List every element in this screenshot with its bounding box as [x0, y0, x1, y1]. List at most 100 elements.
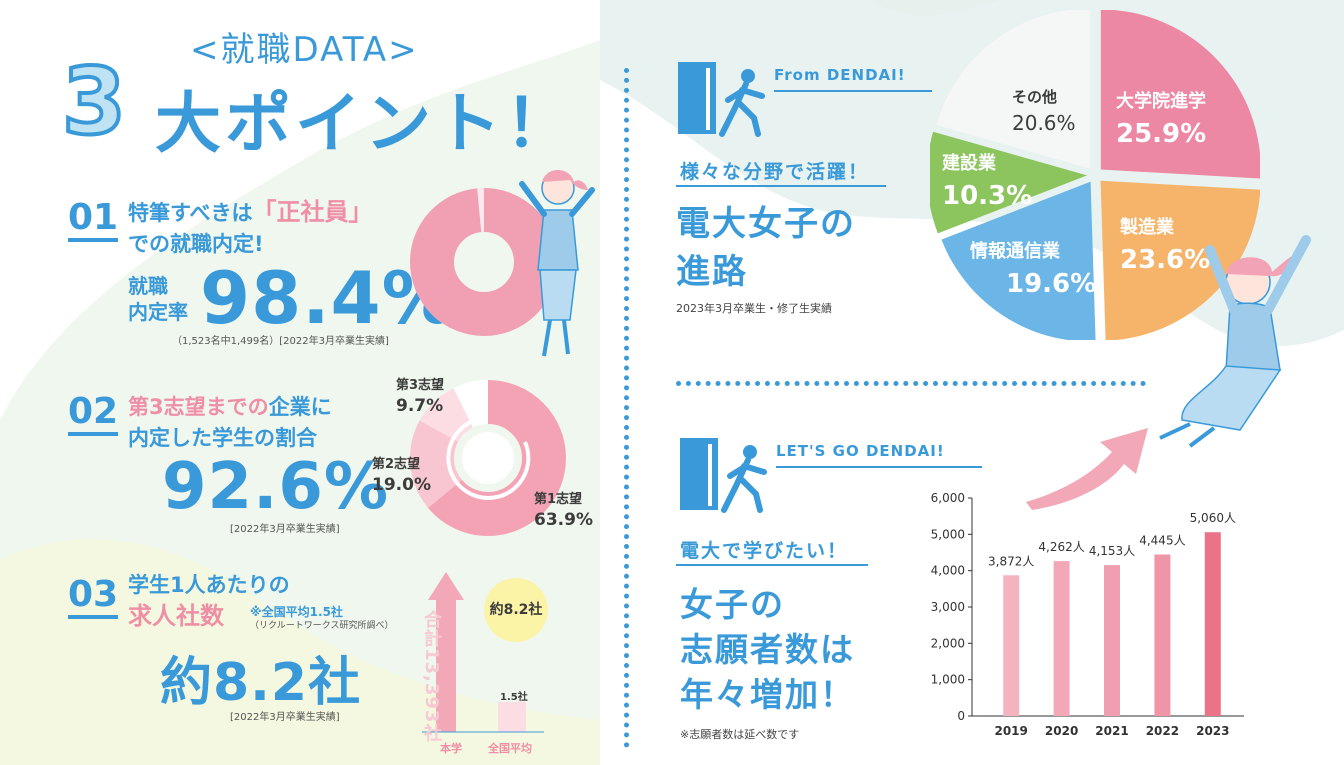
x-tick-label: 2022 — [1146, 724, 1179, 738]
point2-seg3-label: 第3志望 9.7% — [396, 376, 444, 418]
point2-seg1-label: 第1志望 63.9% — [534, 490, 593, 532]
header-number: 3 — [60, 48, 128, 155]
point3-national-bar — [498, 702, 526, 732]
bar-value-label: 5,060人 — [1190, 511, 1236, 525]
point2-line1-a: 第3志望までの — [128, 395, 269, 419]
bar-value-label: 4,153人 — [1089, 544, 1135, 558]
exit-door-icon — [678, 62, 765, 137]
point1-line1-b: 「正社員」 — [252, 198, 373, 226]
exit-door-icon-2 — [680, 438, 767, 513]
career-title1: 電大女子の — [676, 204, 856, 244]
point2-heading: 第3志望までの企業に 内定した学生の割合 — [128, 392, 332, 454]
x-tick-label: 2020 — [1045, 724, 1078, 738]
point2-value: 92.6% — [162, 450, 390, 524]
point2-seg2-label: 第2志望 19.0% — [372, 455, 431, 497]
growth-arrow-icon — [1026, 428, 1148, 510]
point3-bar-chart — [422, 572, 544, 733]
pie-label-1-name: 製造業 — [1120, 217, 1174, 238]
applicants-note: ※志願者数は延べ数です — [680, 728, 800, 741]
y-tick-label: 2,000 — [931, 636, 965, 650]
point1-donut — [410, 188, 558, 336]
applicants-tag: LET'S GO DENDAI! — [776, 442, 945, 460]
point2-note: [2022年3月卒業生実績] — [230, 524, 340, 535]
applicants-title1: 女子の — [680, 585, 785, 624]
x-tick-label: 2021 — [1095, 724, 1128, 738]
point2-line2: 内定した学生の割合 — [128, 426, 317, 450]
point3-value: 約8.2社 — [160, 653, 362, 713]
header-subtitle: <就職DATA> — [190, 30, 419, 70]
point2-seg1-name: 第1志望 — [534, 492, 583, 507]
y-tick-label: 5,000 — [931, 527, 965, 541]
pie-label-2: 情報通信業 19.6% — [970, 236, 1096, 303]
career-title: 電大女子の 進路 — [676, 200, 856, 296]
point2-seg2-name: 第2志望 — [372, 457, 421, 472]
x-tick-label: 2023 — [1196, 724, 1229, 738]
pie-slice-1 — [1100, 180, 1260, 340]
career-tag: From DENDAI! — [774, 66, 906, 84]
point3-arrow-bar — [428, 572, 464, 732]
pie-slice-4 — [936, 10, 1091, 169]
point2-donut-segment-1 — [410, 380, 566, 536]
pie-label-3-name: 建設業 — [942, 153, 996, 174]
point3-line1: 学生1人あたりの — [128, 573, 290, 597]
career-speech: 様々な分野で活躍！ — [680, 161, 870, 183]
point3-total: 合計13,393社 — [421, 610, 442, 743]
point3-small-bar-label: 1.5社 — [500, 692, 528, 703]
point1-note: （1,523名中1,499名）[2022年3月卒業生実績] — [172, 336, 389, 347]
point1-label: 就職 内定率 — [128, 273, 188, 325]
career-title2: 進路 — [676, 252, 748, 292]
point2-seg1-value: 63.9% — [534, 510, 593, 530]
x-tick-label: 2019 — [994, 724, 1027, 738]
pie-label-3-value: 10.3% — [942, 181, 1033, 211]
pie-label-1-value: 23.6% — [1120, 245, 1211, 275]
career-note: 2023年3月卒業生・修了生実績 — [676, 302, 832, 315]
applicants-title: 女子の 志願者数は 年々増加！ — [680, 582, 855, 717]
woman-illustration-1 — [519, 170, 595, 357]
point2-donut-segment-2 — [410, 380, 566, 536]
point3-note-a: ※全国平均1.5社 — [250, 605, 343, 619]
bar-2021 — [1104, 565, 1120, 716]
y-tick-label: 0 — [957, 709, 965, 723]
point2-seg3-name: 第3志望 — [396, 378, 445, 393]
point1-label1: 就職 — [128, 274, 168, 298]
woman-illustration-2 — [1159, 235, 1311, 448]
pie-label-2-value: 19.6% — [1006, 269, 1097, 299]
point3-heading: 学生1人あたりの 求人社数 — [128, 570, 290, 633]
point1-line2: での就職内定! — [128, 232, 264, 256]
bar-value-label: 4,262人 — [1038, 540, 1084, 554]
pie-label-1: 製造業 23.6% — [1120, 212, 1210, 279]
applicants-speech-line — [676, 564, 868, 566]
point3-bubble: 約8.2社 — [484, 578, 548, 642]
applicants-speech: 電大で学びたい！ — [680, 540, 849, 562]
bar-2019 — [1003, 575, 1020, 716]
pie-slice-3 — [930, 131, 1088, 234]
y-tick-label: 6,000 — [931, 491, 965, 505]
point2-line1-b: 企業に — [268, 395, 332, 419]
bar-2023 — [1204, 532, 1221, 716]
point3-number: 03 — [68, 575, 119, 619]
point3-xlabel-1: 全国平均 — [488, 742, 532, 755]
point3-note: [2022年3月卒業生実績] — [230, 712, 340, 723]
point2-donut — [410, 380, 566, 536]
point1-line1-a: 特筆すべきは — [128, 201, 253, 225]
point1-heading: 特筆すべきは「正社員」 での就職内定! — [128, 197, 373, 260]
point1-number: 01 — [68, 198, 119, 242]
applicants-title2: 志願者数は — [680, 630, 855, 669]
point1-label2: 内定率 — [128, 300, 188, 324]
applicants-tag-line — [776, 466, 982, 468]
career-pie-chart — [930, 10, 1260, 340]
pie-label-4-value: 20.6% — [1012, 111, 1076, 135]
pie-slice-2 — [941, 181, 1096, 340]
point3-line2: 求人社数 — [128, 602, 224, 630]
point2-seg3-value: 9.7% — [396, 396, 444, 416]
bar-value-label: 4,445人 — [1139, 534, 1185, 548]
point3-note-b: （リクルートワークス研究所調べ） — [250, 621, 394, 631]
applicants-bar-chart: 0 1,000 2,000 3,000 4,000 5,000 6,000 3,872人 201… — [931, 491, 1244, 738]
vertical-divider — [624, 68, 635, 748]
applicants-title3: 年々増加！ — [680, 675, 855, 714]
pie-label-0: 大学院進学 25.9% — [1116, 86, 1206, 153]
pie-slice-0 — [1100, 10, 1260, 179]
pie-label-3: 建設業 10.3% — [942, 148, 1032, 215]
point2-number: 02 — [68, 392, 119, 436]
pie-label-2-name: 情報通信業 — [970, 241, 1060, 262]
